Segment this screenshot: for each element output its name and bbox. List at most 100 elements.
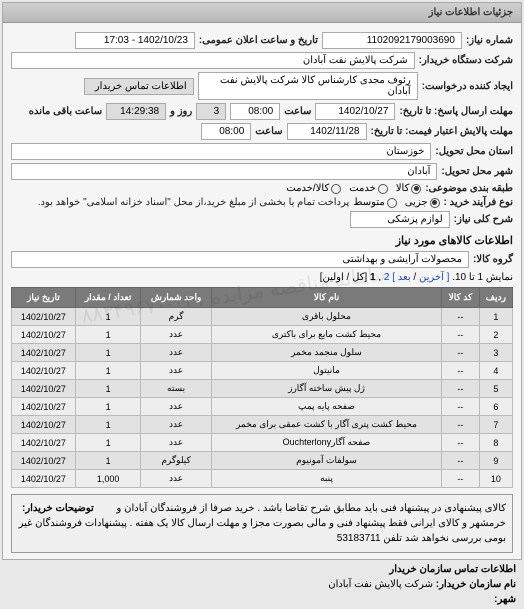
table-cell: 8 [479,434,512,452]
table-header: واحد شمارش [141,288,211,308]
radio-goods[interactable]: کالا [396,183,422,194]
table-cell: عدد [141,326,211,344]
table-cell: عدد [141,470,211,488]
table-cell: 1 [75,452,141,470]
table-cell: 10 [479,470,512,488]
main-panel: جزئیات اطلاعات نیاز شماره نیاز: 11020921… [2,2,522,560]
table-cell: 1402/10/27 [12,452,76,470]
process-radio-group: جزیی متوسط [353,197,439,208]
contact-button[interactable]: اطلاعات تماس خریدار [84,78,194,95]
radio-service[interactable]: خدمت [349,183,388,194]
deadline-send-time: 08:00 [230,103,280,120]
radio-service-label: خدمت [349,183,376,194]
radio-goods-label: کالا [396,183,410,194]
footer-org-line: نام سازمان خریدار: شرکت پالایش نفت آبادا… [8,579,516,590]
table-cell: 1402/10/27 [12,362,76,380]
table-cell: -- [442,470,480,488]
table-cell: سلول منجمد مخمر [211,344,441,362]
table-cell: 1,000 [75,470,141,488]
radio-icon [331,184,341,194]
table-row: 3--سلول منجمد مخمرعدد11402/10/27 [12,344,513,362]
number-label: شماره نیاز: [466,35,513,46]
pager-last-link[interactable]: [ آخرین [419,272,449,283]
table-cell: -- [442,344,480,362]
table-cell: 1402/10/27 [12,308,76,326]
radio-medium[interactable]: متوسط [353,197,396,208]
table-cell: 1 [75,362,141,380]
notes-box: توضیحات خریدار: کالای پیشنهادی در پیشنها… [11,494,513,553]
hour-label-2: ساعت [255,126,282,137]
deadline-send-date: 1402/10/27 [315,103,395,120]
table-row: 6--صفحه پایه پمپعدد11402/10/27 [12,398,513,416]
table-cell: -- [442,326,480,344]
table-cell: -- [442,416,480,434]
table-header: ردیف [479,288,512,308]
table-cell: عدد [141,398,211,416]
radio-icon [430,198,440,208]
radio-small[interactable]: جزیی [405,197,440,208]
table-cell: 1 [75,416,141,434]
table-row: 8--صفحه آگارOuchterlonyعدد11402/10/27 [12,434,513,452]
table-cell: -- [442,434,480,452]
table-cell: 1 [75,398,141,416]
footer-city-label: شهر: [494,594,516,605]
table-cell: 1 [75,434,141,452]
footer-city-line: شهر: [8,594,516,605]
footer-contact-title: اطلاعات تماس سازمان خریدار [8,564,516,575]
table-cell: عدد [141,362,211,380]
table-cell: 7 [479,416,512,434]
group-label: گروه کالا: [473,254,513,265]
table-cell: 4 [479,362,512,380]
table-header: تاریخ نیاز [12,288,76,308]
number-value: 1102092179003690 [322,32,462,49]
pager-page2[interactable]: 2 [384,272,390,283]
table-cell: گرم [141,308,211,326]
buyer-org-value: شرکت پالایش نفت آبادان [11,52,415,69]
table-row: 4--مانیتولعدد11402/10/27 [12,362,513,380]
table-cell: 1402/10/27 [12,470,76,488]
quote-deadline-label: مهلت پالایش اعتبار فیمت: تا تاریخ: [371,126,514,137]
table-cell: 6 [479,398,512,416]
pager: نمایش 1 تا 10. [ آخرین / بعد ] 2 , 1 [کل… [11,272,513,283]
table-cell: 1402/10/27 [12,398,76,416]
buyer-org-label: شرکت دستگاه خریدار: [419,55,513,66]
table-cell: 1 [75,344,141,362]
pager-next-link[interactable]: بعد ] [392,272,410,283]
province-label: استان محل تحویل: [435,146,513,157]
table-cell: 1402/10/27 [12,380,76,398]
deadline-send-label: مهلت ارسال پاسخ: تا تاریخ: [399,106,513,117]
table-cell: 1 [479,308,512,326]
table-cell: صفحه پایه پمپ [211,398,441,416]
panel-title: جزئیات اطلاعات نیاز [3,3,521,23]
group-value: محصولات آرایشی و بهداشتی [11,251,469,268]
table-cell: 1402/10/27 [12,344,76,362]
radio-icon [411,184,421,194]
datetime-label: تاریخ و ساعت اعلان عمومی: [199,35,318,46]
table-cell: -- [442,398,480,416]
footer-org-value: شرکت پالایش نفت آبادان [328,579,433,590]
remain-day-label: روز و [170,106,192,117]
table-cell: بسته [141,380,211,398]
class-label: طبقه بندی موضوعی: [425,183,513,194]
pager-page1: 1 [370,272,376,283]
process-note: پرداخت تمام یا بخشی از مبلغ خرید،از محل … [38,197,350,208]
table-cell: محیط کشت پتری آگار با کشت عمقی برای مخمر [211,416,441,434]
table-cell: 2 [479,326,512,344]
table-cell: -- [442,362,480,380]
table-cell: سولفات آمونیوم [211,452,441,470]
table-cell: 5 [479,380,512,398]
notes-label: توضیحات خریدار: [22,501,94,516]
table-row: 7--محیط کشت پتری آگار با کشت عمقی برای م… [12,416,513,434]
table-row: 9--سولفات آمونیومکیلوگرم11402/10/27 [12,452,513,470]
table-row: 5--ژل پیش ساخته آگارزبسته11402/10/27 [12,380,513,398]
quote-deadline-date: 1402/11/28 [287,123,367,140]
radio-goods-service[interactable]: کالا/خدمت [286,183,341,194]
city-label: شهر محل تحویل: [441,166,513,177]
pager-tail: [کل / اولین] [320,272,368,283]
table-cell: عدد [141,416,211,434]
hour-label-1: ساعت [284,106,311,117]
need-title-label: شرح کلی نیاز: [454,214,513,225]
need-title-value: لوازم پزشکی [350,211,450,228]
requester-label: ایجاد کننده درخواست: [422,81,513,92]
table-cell: 1402/10/27 [12,434,76,452]
